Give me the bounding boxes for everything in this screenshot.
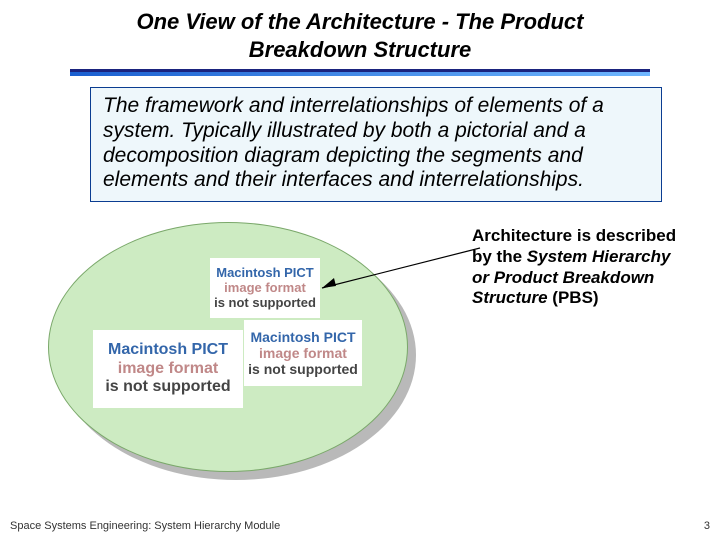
pict-line1: Macintosh PICT: [216, 265, 314, 280]
pict-line2: image format: [259, 345, 347, 361]
title-underline: [70, 69, 650, 75]
pict-placeholder-right: Macintosh PICT image format is not suppo…: [244, 320, 362, 386]
pict-line3: is not supported: [248, 361, 358, 377]
footer: Space Systems Engineering: System Hierar…: [10, 520, 710, 532]
diagram-area: Macintosh PICT image format is not suppo…: [0, 212, 720, 492]
callout-text: Architecture is described by the System …: [472, 226, 682, 309]
definition-text: The framework and interrelationships of …: [103, 94, 649, 193]
pict-line3: is not supported: [214, 295, 316, 310]
callout-post: (PBS): [548, 288, 599, 307]
page-number: 3: [704, 520, 710, 532]
arrow-icon: [310, 242, 490, 302]
footer-text: Space Systems Engineering: System Hierar…: [10, 520, 280, 532]
slide-title: One View of the Architecture - The Produ…: [0, 0, 720, 67]
callout-em1: System Hierarchy: [527, 247, 671, 266]
callout-mid: or: [472, 268, 494, 287]
pict-line3: is not supported: [105, 378, 230, 395]
pict-line1: Macintosh PICT: [250, 329, 355, 345]
pict-line2: image format: [224, 280, 306, 295]
pict-line1: Macintosh PICT: [108, 341, 228, 358]
pict-line2: image format: [118, 360, 218, 377]
definition-box: The framework and interrelationships of …: [90, 87, 662, 202]
pict-placeholder-left: Macintosh PICT image format is not suppo…: [93, 330, 243, 408]
pict-placeholder-top: Macintosh PICT image format is not suppo…: [210, 258, 320, 318]
